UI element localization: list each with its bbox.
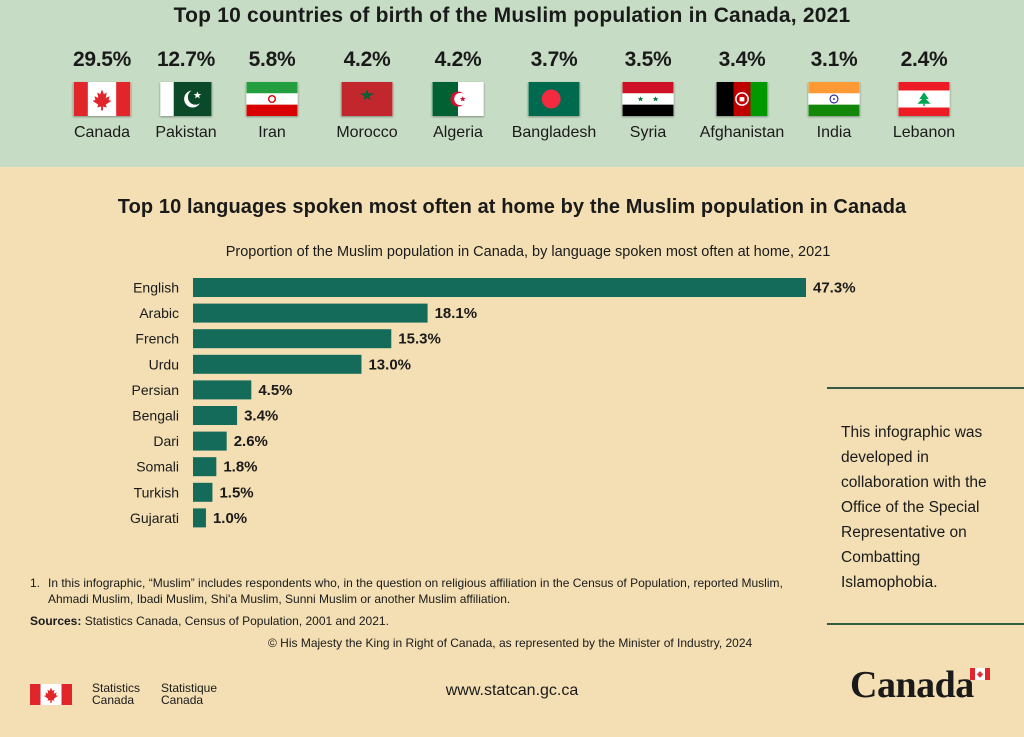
bar-persian [193, 380, 252, 400]
org-name-en-line1: Statistics [92, 681, 141, 695]
country-name: Lebanon [892, 124, 956, 141]
value-label: 1.8% [223, 459, 257, 476]
value-label: 18.1% [435, 305, 478, 322]
category-label: Bengali [132, 408, 179, 424]
divider [827, 623, 1024, 625]
country-item-india: 3.1% India [784, 44, 884, 142]
bar-french [193, 329, 392, 349]
org-name-fr-line2: Canada [161, 693, 204, 707]
india-flag-icon [808, 82, 860, 116]
copyright: © His Majesty the King in Right of Canad… [268, 636, 753, 650]
value-label: 47.3% [813, 280, 856, 297]
syria-flag-icon [622, 82, 674, 116]
country-name: Morocco [336, 124, 398, 141]
country-name: Canada [73, 124, 131, 141]
canada-wordmark: Canada [850, 664, 974, 706]
country-name: India [816, 124, 852, 141]
lebanon-flag-icon [898, 82, 950, 116]
value-label: 2.6% [234, 433, 268, 450]
country-name: Pakistan [155, 124, 217, 141]
country-pct: 3.1% [810, 48, 858, 71]
collaboration-note: This infographic was developed in collab… [841, 424, 987, 591]
countries-panel: Top 10 countries of birth of the Muslim … [0, 0, 1024, 167]
country-name: Bangladesh [511, 124, 597, 141]
category-label: Dari [153, 433, 179, 449]
category-label: Gujarati [130, 510, 179, 526]
category-label: French [135, 331, 179, 347]
country-item-morocco: 4.2% Morocco [317, 44, 417, 142]
country-item-canada: 29.5% Canada [52, 44, 152, 142]
chart-title: Proportion of the Muslim population in C… [225, 244, 831, 260]
divider [827, 387, 1024, 389]
algeria-flag-icon [432, 82, 484, 116]
country-pct: 4.2% [434, 48, 482, 71]
country-item-lebanon: 2.4% Lebanon [874, 44, 974, 142]
sources-label: Sources: [30, 614, 82, 628]
country-pct: 29.5% [72, 48, 132, 71]
bangladesh-flag-icon [528, 82, 580, 116]
iran-flag-icon [246, 82, 298, 116]
category-label: Somali [136, 459, 179, 475]
country-item-syria: 3.5% Syria [598, 44, 698, 142]
canada-flag-logo-icon [30, 684, 72, 705]
country-item-pakistan: 12.7% Pakistan [136, 44, 236, 142]
category-label: Urdu [149, 356, 179, 372]
bar-gujarati [193, 508, 206, 528]
footnote-number: 1. [30, 576, 41, 590]
value-label: 1.0% [213, 510, 247, 527]
country-pct: 3.7% [530, 48, 578, 71]
morocco-flag-icon [341, 82, 393, 116]
sources-text: Statistics Canada, Census of Population,… [84, 614, 389, 628]
category-label: English [133, 280, 179, 296]
country-name: Iran [258, 124, 286, 141]
country-pct: 3.4% [718, 48, 766, 71]
sources-line: Sources: Statistics Canada, Census of Po… [30, 614, 389, 628]
canada-flag-icon [73, 82, 131, 116]
org-name-en: Statistics Canada [92, 682, 140, 706]
bar-bengali [193, 406, 238, 425]
website-link[interactable]: www.statcan.gc.ca [445, 682, 579, 699]
bar-dari [193, 431, 227, 451]
category-label: Persian [132, 382, 179, 398]
org-name-fr: Statistique Canada [161, 682, 217, 706]
bar-arabic [193, 303, 428, 323]
bar-english [193, 278, 806, 297]
country-pct: 12.7% [156, 48, 216, 71]
footnote-text: In this infographic, “Muslim” includes r… [48, 576, 783, 606]
value-label: 15.3% [398, 331, 441, 348]
country-pct: 3.5% [624, 48, 672, 71]
value-label: 4.5% [258, 382, 292, 399]
country-item-iran: 5.8% Iran [222, 44, 322, 142]
org-name-en-line2: Canada [92, 693, 135, 707]
country-name: Algeria [433, 124, 483, 141]
category-label: Arabic [139, 305, 179, 321]
country-pct: 4.2% [343, 48, 391, 71]
countries-title: Top 10 countries of birth of the Muslim … [173, 4, 851, 27]
footnote: 1. In this infographic, “Muslim” include… [30, 576, 790, 607]
wordmark-flag-icon [970, 668, 990, 680]
afghanistan-flag-icon [716, 82, 768, 116]
bar-somali [193, 457, 217, 477]
category-label: Turkish [134, 484, 179, 500]
bar-urdu [193, 354, 362, 374]
bar-turkish [193, 482, 213, 502]
value-label: 13.0% [368, 356, 411, 373]
country-name: Syria [629, 124, 667, 141]
country-name: Afghanistan [699, 124, 785, 141]
country-item-algeria: 4.2% Algeria [408, 44, 508, 142]
value-label: 3.4% [244, 408, 278, 425]
country-item-bangladesh: 3.7% Bangladesh [504, 44, 604, 142]
country-item-afghanistan: 3.4% Afghanistan [692, 44, 792, 142]
value-label: 1.5% [219, 484, 253, 501]
org-name-fr-line1: Statistique [161, 681, 218, 695]
country-pct: 2.4% [900, 48, 948, 71]
pakistan-flag-icon [160, 82, 212, 116]
country-pct: 5.8% [248, 48, 296, 71]
languages-title: Top 10 languages spoken most often at ho… [117, 196, 907, 218]
